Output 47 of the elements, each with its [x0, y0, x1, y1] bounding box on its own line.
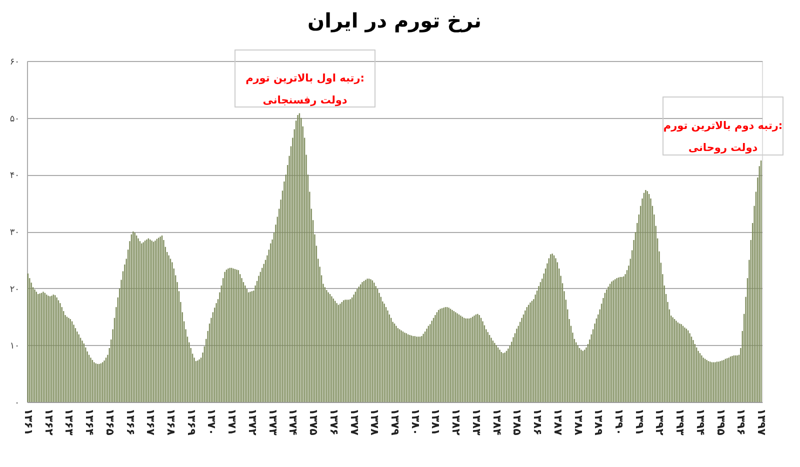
x-tick-label: ۱۳۹۰ — [612, 408, 626, 436]
y-tick-label: ۰ — [14, 398, 20, 408]
x-tick-label: ۱۳۷۶ — [327, 408, 340, 436]
y-tick-label: ۶۰ — [10, 58, 20, 68]
x-tick-label: ۱۳۶۳ — [62, 408, 76, 436]
x-tick-label: ۱۳۶۵ — [103, 408, 116, 436]
x-tick-label: ۱۳۸۶ — [531, 408, 544, 436]
x-tick-label: ۱۳۷۱ — [226, 408, 239, 436]
y-tick-label: ۳۰ — [10, 228, 20, 238]
x-tick-label: ۱۳۶۲ — [42, 408, 56, 436]
x-tick-label: ۱۳۹۵ — [714, 408, 728, 436]
x-tick-label: ۱۳۶۴ — [83, 408, 96, 436]
x-tick-label: ۱۳۷۷ — [348, 408, 361, 436]
x-tick-label: ۱۳۷۳ — [266, 408, 280, 436]
x-tick-label: ۱۳۸۷ — [551, 408, 564, 436]
x-tick-label: ۱۳۷۵ — [307, 408, 320, 436]
x-tick-label: ۱۳۹۲ — [653, 408, 666, 436]
annotation: رتبه دوم بالاترین تورم: دولت روحانی — [663, 120, 783, 154]
y-tick-label: ۵۰ — [10, 114, 20, 124]
x-tick-label: ۱۳۸۳ — [470, 408, 483, 436]
x-tick-label: ۱۳۹۷ — [755, 408, 768, 436]
x-tick-label: ۱۳۹۶ — [734, 408, 748, 436]
x-tick-label: ۱۳۸۰ — [408, 408, 422, 436]
x-tick-label: ۱۳۸۲ — [450, 408, 463, 436]
x-tick-label: ۱۳۶۸ — [164, 408, 178, 436]
y-tick-label: ۲۰ — [10, 284, 20, 295]
x-tick-label: ۱۳۶۹ — [184, 408, 198, 436]
x-tick-label: ۱۳۶۶ — [124, 408, 137, 436]
y-tick-label: ۴۰ — [10, 171, 20, 182]
annotation: رتبه اول بالاترین تورم: دولت رفسنجانی — [246, 72, 364, 106]
x-tick-label: ۱۳۷۸ — [368, 408, 382, 436]
x-tick-label: ۱۳۸۱ — [429, 408, 442, 436]
x-tick-label: ۱۳۶۱ — [22, 408, 35, 436]
x-tick-label: ۱۳۷۴ — [286, 408, 300, 436]
x-tick-label: ۱۳۷۲ — [246, 408, 259, 436]
x-tick-label: ۱۳۹۴ — [694, 408, 707, 436]
x-tick-label: ۱۳۸۸ — [572, 408, 585, 436]
x-tick-label: ۱۳۷۰ — [205, 408, 218, 436]
x-tick-label: ۱۳۹۳ — [674, 408, 687, 436]
chart-title: نرخ تورم در ایران — [308, 8, 482, 32]
x-tick-label: ۱۳۶۷ — [144, 408, 158, 436]
y-tick-label: ۱۰ — [10, 342, 20, 352]
x-tick-label: ۱۳۸۵ — [510, 408, 524, 436]
x-tick-label: ۱۳۷۹ — [388, 408, 402, 436]
x-tick-label: ۱۳۸۴ — [490, 408, 504, 436]
x-tick-label: ۱۳۸۹ — [592, 408, 606, 436]
x-tick-label: ۱۳۹۱ — [632, 408, 646, 436]
